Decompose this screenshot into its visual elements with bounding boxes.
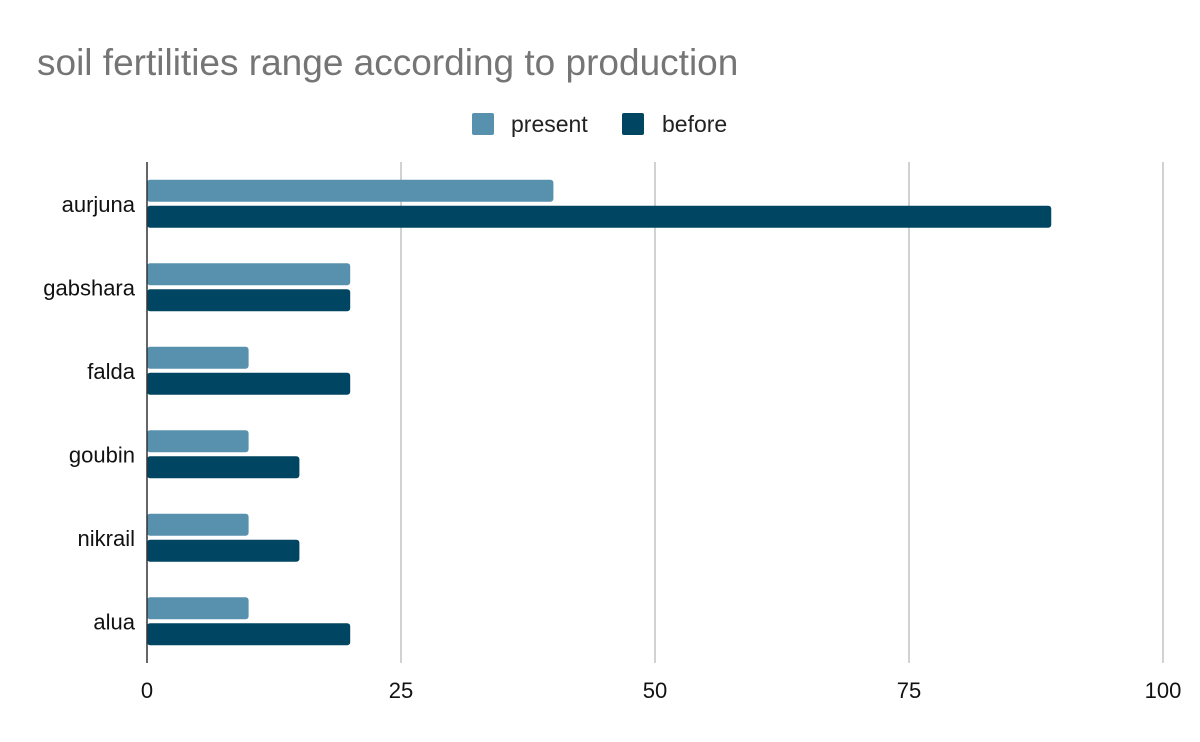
x-tick-label: 75	[897, 678, 921, 703]
legend: present before	[472, 111, 727, 137]
x-tick-label: 100	[1145, 678, 1182, 703]
x-tick-label: 0	[141, 678, 153, 703]
category-label: gabshara	[43, 275, 136, 300]
bar-present-aurjuna	[147, 179, 554, 202]
category-label: nikrail	[78, 526, 135, 551]
bar-present-goubin	[147, 430, 249, 453]
bar-before-gabshara	[147, 289, 351, 312]
x-tick-labels: 0 25 50 75 100	[141, 678, 1181, 703]
legend-label-before: before	[662, 111, 727, 137]
category-labels: aurjuna gabshara falda goubin nikrail alua	[43, 192, 136, 635]
category-label: alua	[93, 609, 135, 634]
x-tick-label: 50	[643, 678, 667, 703]
gridlines	[400, 162, 1164, 663]
legend-label-present: present	[511, 111, 588, 137]
bar-before-alua	[147, 623, 351, 646]
legend-swatch-present	[472, 113, 494, 135]
bar-before-nikrail	[147, 539, 300, 562]
bar-before-aurjuna	[147, 205, 1052, 228]
chart-title: soil fertilities range according to prod…	[37, 42, 738, 83]
category-label: goubin	[69, 442, 135, 467]
bar-present-alua	[147, 597, 249, 620]
bar-before-goubin	[147, 456, 300, 479]
bars	[147, 179, 1052, 646]
bar-before-falda	[147, 372, 351, 395]
legend-swatch-before	[622, 113, 644, 135]
bar-present-falda	[147, 346, 249, 369]
category-label: falda	[87, 359, 135, 384]
bar-present-gabshara	[147, 263, 351, 286]
category-label: aurjuna	[62, 192, 136, 217]
bar-present-nikrail	[147, 513, 249, 536]
x-tick-label: 25	[389, 678, 413, 703]
